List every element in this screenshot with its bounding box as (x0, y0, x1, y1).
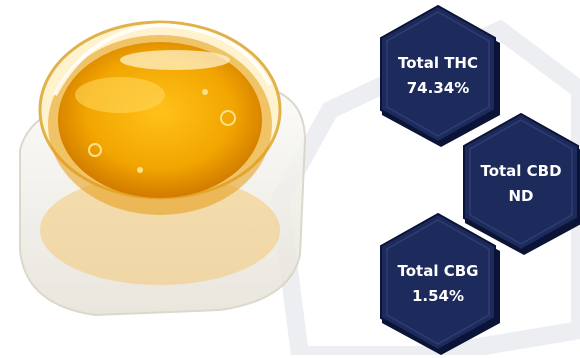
total-cbg-badge: Total CBG 1.54% (373, 210, 503, 358)
badge-label: Total CBG (397, 262, 479, 280)
total-cbd-badge: Total CBD ND (456, 110, 580, 258)
badge-value: 74.34% (406, 79, 470, 97)
badge-value: ND (508, 187, 534, 205)
badge-value: 1.54% (411, 287, 465, 305)
hexagon-badge-icon (380, 212, 500, 355)
oil-base-reflection (40, 175, 280, 285)
badge-label: Total THC (398, 54, 478, 72)
hexagon-badge-icon (380, 4, 500, 147)
oil-jar-icon (19, 20, 307, 317)
badge-label: Total CBD (480, 162, 562, 180)
hexagon-badge-icon (463, 112, 580, 255)
total-thc-badge: Total THC 74.34% (373, 2, 503, 150)
